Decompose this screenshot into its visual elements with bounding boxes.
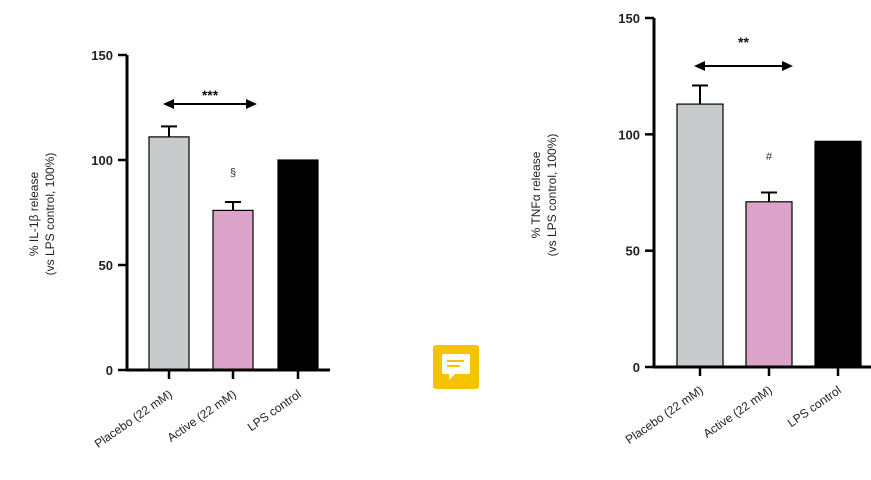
x-tick-label: Active (22 mM) <box>701 383 775 441</box>
significance-symbol: # <box>766 151 773 163</box>
y-axis-label-line: % IL-1β release <box>27 172 41 257</box>
arrowhead-left <box>694 61 705 71</box>
x-tick-label: Placebo (22 mM) <box>623 383 706 447</box>
y-tick-label: 50 <box>626 244 640 259</box>
bar <box>148 136 190 371</box>
significance-stars: ** <box>738 34 749 50</box>
x-tick-label: LPS control <box>785 383 844 430</box>
y-tick-label: 100 <box>618 127 640 142</box>
arrowhead-right <box>782 61 793 71</box>
significance-stars: *** <box>202 87 219 103</box>
significance-symbol: § <box>230 167 236 179</box>
y-axis-label: % IL-1β release (vs LPS control, 100%) <box>27 153 57 276</box>
arrowhead-left <box>163 99 174 109</box>
y-axis-label: % TNFα release (vs LPS control, 100%) <box>529 134 559 257</box>
bar <box>745 201 793 368</box>
y-tick-label: 150 <box>618 11 640 26</box>
y-axis-label-line: % TNFα release <box>529 151 543 238</box>
bar <box>676 103 724 368</box>
x-tick-label: LPS control <box>245 387 304 434</box>
comment-button[interactable] <box>433 345 479 389</box>
y-axis-label-line: (vs LPS control, 100%) <box>43 153 57 276</box>
x-tick-label: Active (22 mM) <box>165 387 239 445</box>
chart-2: 0 50 100 150 Placebo (22 mM)Active (22 mM) LP… <box>529 11 871 447</box>
y-tick-label: 0 <box>106 363 113 378</box>
arrowhead-right <box>246 99 257 109</box>
y-tick-label: 100 <box>91 153 113 168</box>
bar <box>277 159 319 371</box>
bar <box>212 209 254 371</box>
bar <box>814 140 862 368</box>
comment-icon <box>442 354 470 380</box>
y-tick-label: 50 <box>99 258 113 273</box>
y-axis-label-line: (vs LPS control, 100%) <box>545 134 559 257</box>
chart-1: 0 50 100 150 Placebo (22 mM)Active (22 mM) LP… <box>27 48 330 451</box>
x-tick-label: Placebo (22 mM) <box>92 387 175 451</box>
y-tick-label: 150 <box>91 48 113 63</box>
y-tick-label: 0 <box>633 360 640 375</box>
